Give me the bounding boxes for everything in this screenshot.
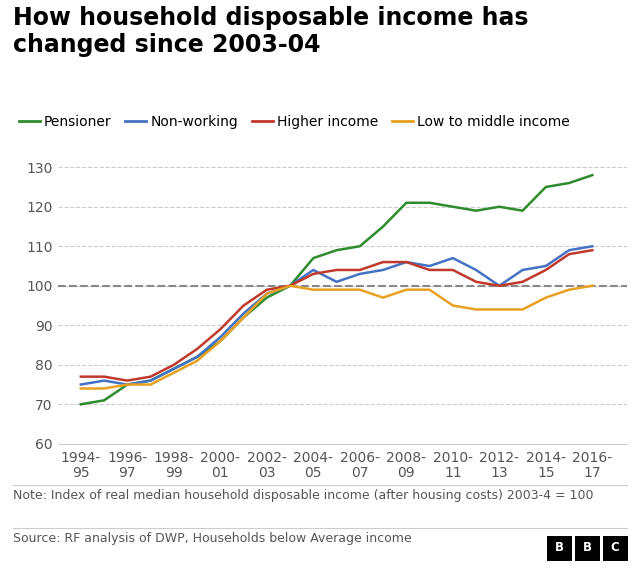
Bar xyxy=(575,536,600,561)
Text: C: C xyxy=(611,542,620,554)
Bar xyxy=(603,536,628,561)
Text: How household disposable income has
changed since 2003-04: How household disposable income has chan… xyxy=(13,6,528,56)
Text: Source: RF analysis of DWP, Households below Average income: Source: RF analysis of DWP, Households b… xyxy=(13,532,412,545)
Text: Note: Index of real median household disposable income (after housing costs) 200: Note: Index of real median household dis… xyxy=(13,489,593,502)
Legend: Pensioner, Non-working, Higher income, Low to middle income: Pensioner, Non-working, Higher income, L… xyxy=(13,110,575,135)
Text: B: B xyxy=(583,542,592,554)
Text: B: B xyxy=(555,542,564,554)
Bar xyxy=(547,536,572,561)
